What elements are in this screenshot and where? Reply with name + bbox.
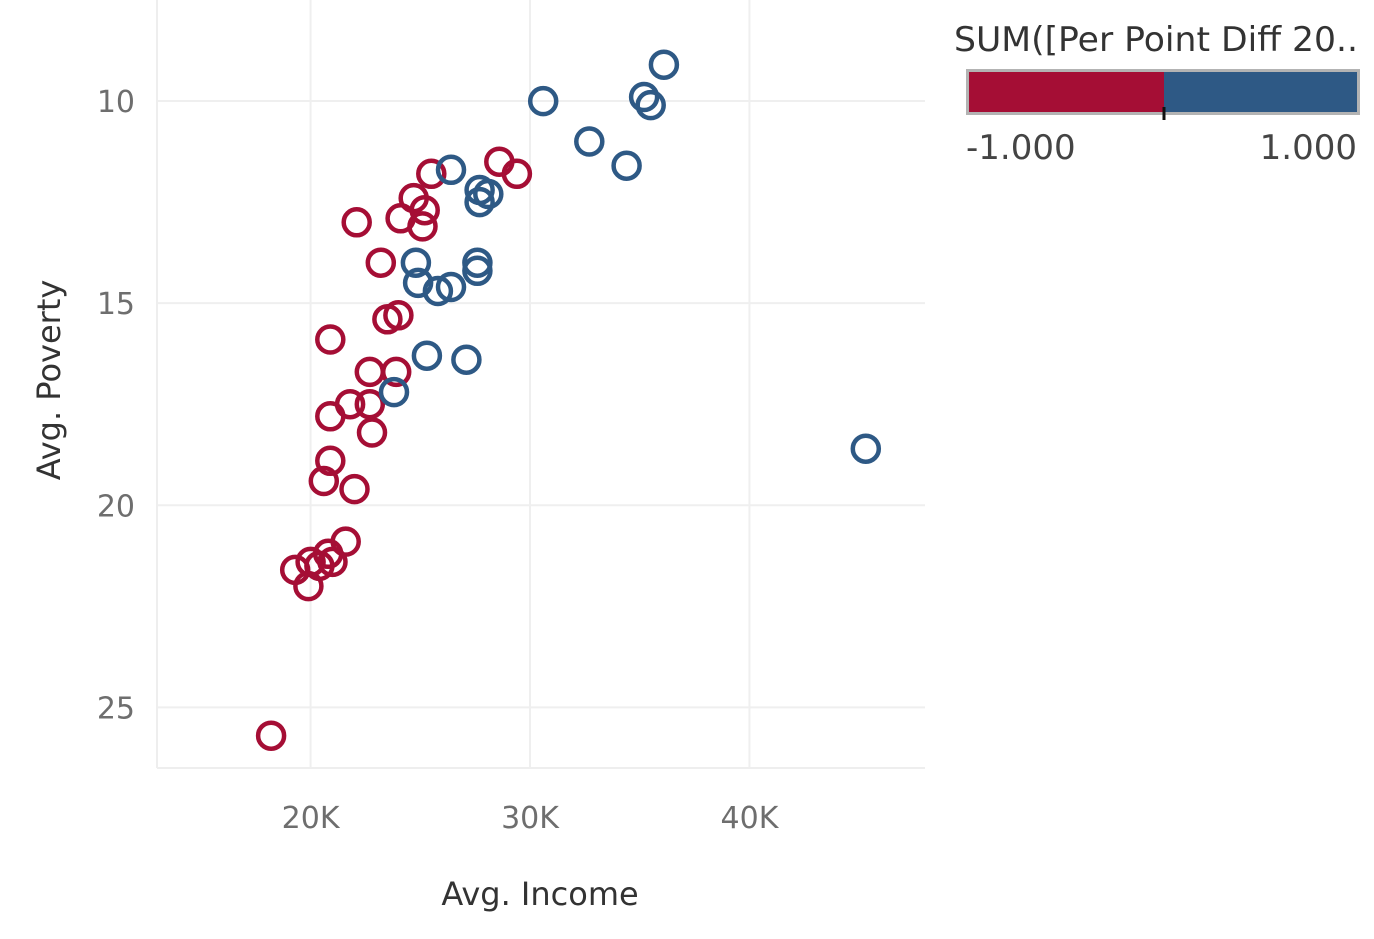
- data-point[interactable]: [411, 340, 443, 371]
- data-point[interactable]: [356, 417, 388, 448]
- data-point[interactable]: [648, 49, 680, 80]
- data-point[interactable]: [365, 247, 397, 278]
- data-point[interactable]: [334, 388, 366, 420]
- legend-title: SUM([Per Point Diff 20..: [954, 20, 1358, 60]
- data-point[interactable]: [407, 211, 438, 242]
- y-tick-labels: 10 15 20 25: [97, 85, 135, 726]
- data-point[interactable]: [850, 433, 882, 464]
- x-axis-title: Avg. Income: [441, 875, 638, 913]
- data-point[interactable]: [380, 356, 412, 388]
- data-point[interactable]: [527, 85, 559, 117]
- data-point[interactable]: [416, 158, 447, 190]
- y-tick-label: 20: [97, 489, 135, 524]
- x-tick-label: 30K: [501, 801, 560, 836]
- data-point[interactable]: [315, 445, 346, 477]
- data-point[interactable]: [473, 178, 504, 210]
- x-tick-label: 20K: [282, 801, 341, 836]
- legend-max-label: 1.000: [1260, 128, 1357, 168]
- data-point[interactable]: [383, 300, 414, 331]
- color-legend[interactable]: SUM([Per Point Diff 20.. -1.000 1.000: [954, 20, 1360, 168]
- data-point[interactable]: [462, 255, 493, 287]
- data-point[interactable]: [611, 150, 642, 181]
- data-point[interactable]: [435, 271, 467, 303]
- data-point[interactable]: [341, 207, 372, 238]
- data-point[interactable]: [402, 267, 434, 299]
- data-point[interactable]: [255, 720, 287, 751]
- data-point[interactable]: [354, 388, 386, 420]
- data-point[interactable]: [422, 275, 454, 307]
- data-point[interactable]: [330, 526, 361, 557]
- data-point[interactable]: [451, 344, 482, 375]
- data-point[interactable]: [339, 473, 370, 505]
- data-point[interactable]: [501, 158, 533, 190]
- grid: [157, 0, 925, 768]
- data-points: [255, 49, 882, 751]
- y-tick-label: 25: [97, 691, 135, 726]
- data-point[interactable]: [308, 465, 340, 497]
- data-point[interactable]: [628, 81, 660, 113]
- data-point[interactable]: [315, 324, 346, 355]
- data-point[interactable]: [400, 247, 432, 278]
- x-tick-label: 40K: [721, 801, 780, 836]
- data-point[interactable]: [409, 194, 440, 226]
- data-point[interactable]: [435, 154, 467, 186]
- data-point[interactable]: [464, 186, 495, 218]
- data-point[interactable]: [354, 356, 386, 388]
- legend-positive-swatch: [1164, 72, 1357, 112]
- data-point[interactable]: [378, 376, 410, 408]
- legend-min-label: -1.000: [966, 128, 1076, 168]
- data-point[interactable]: [635, 89, 666, 121]
- y-axis-title: Avg. Poverty: [30, 280, 68, 481]
- x-tick-labels: 20K 30K 40K: [282, 801, 780, 836]
- legend-negative-swatch: [969, 72, 1164, 112]
- data-point[interactable]: [462, 247, 493, 278]
- data-point[interactable]: [574, 126, 605, 157]
- y-tick-label: 15: [97, 287, 135, 322]
- y-tick-label: 10: [97, 85, 135, 120]
